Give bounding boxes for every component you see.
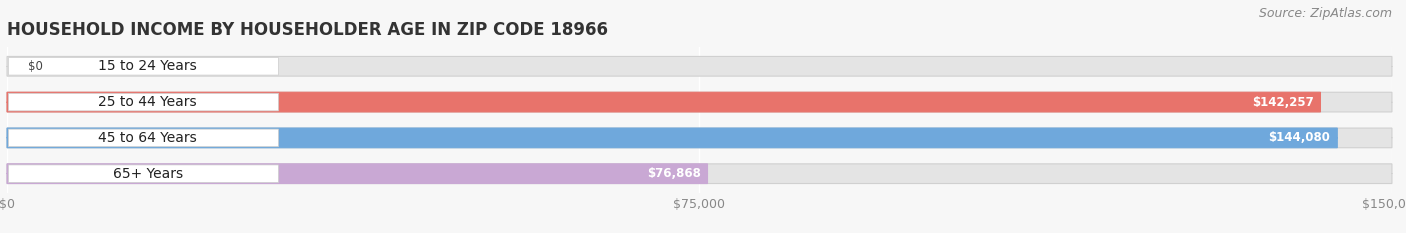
FancyBboxPatch shape: [8, 58, 278, 75]
FancyBboxPatch shape: [7, 92, 1392, 112]
FancyBboxPatch shape: [7, 164, 1392, 184]
FancyBboxPatch shape: [7, 56, 1392, 76]
FancyBboxPatch shape: [8, 93, 278, 111]
FancyBboxPatch shape: [8, 165, 278, 182]
Text: $144,080: $144,080: [1268, 131, 1330, 144]
Text: $0: $0: [28, 60, 42, 73]
Text: $76,868: $76,868: [647, 167, 700, 180]
FancyBboxPatch shape: [7, 128, 1392, 148]
FancyBboxPatch shape: [7, 128, 1337, 148]
Text: 45 to 64 Years: 45 to 64 Years: [98, 131, 197, 145]
Text: 15 to 24 Years: 15 to 24 Years: [98, 59, 197, 73]
FancyBboxPatch shape: [7, 92, 1320, 112]
Text: 25 to 44 Years: 25 to 44 Years: [98, 95, 197, 109]
FancyBboxPatch shape: [8, 129, 278, 147]
FancyBboxPatch shape: [7, 164, 707, 184]
Text: HOUSEHOLD INCOME BY HOUSEHOLDER AGE IN ZIP CODE 18966: HOUSEHOLD INCOME BY HOUSEHOLDER AGE IN Z…: [7, 21, 607, 39]
Text: 65+ Years: 65+ Years: [112, 167, 183, 181]
Text: Source: ZipAtlas.com: Source: ZipAtlas.com: [1258, 7, 1392, 20]
Text: $142,257: $142,257: [1251, 96, 1313, 109]
